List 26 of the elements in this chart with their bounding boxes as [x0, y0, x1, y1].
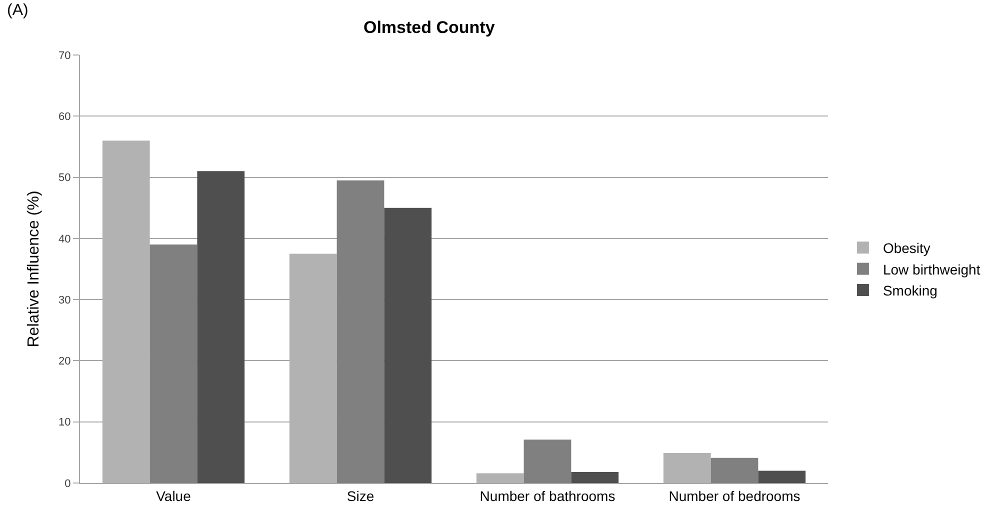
x-tick-label: Value — [156, 488, 192, 504]
legend-label: Low birthweight — [882, 261, 980, 278]
legend-label: Smoking — [882, 282, 938, 298]
bar — [571, 472, 619, 483]
y-tick-label: 40 — [58, 233, 71, 246]
text: (A) — [7, 2, 28, 19]
bar — [524, 440, 572, 483]
y-tick-label: 70 — [58, 50, 71, 62]
y-tick-label: 0 — [64, 478, 71, 490]
x-tick-label: Number of bathrooms — [480, 488, 616, 504]
x-tick-label: Number of bedrooms — [668, 488, 800, 504]
y-axis-title: Relative Influence (%) — [25, 190, 42, 348]
y-tick-label: 50 — [58, 172, 71, 184]
y-tick-label: 10 — [58, 416, 71, 429]
bar — [150, 244, 198, 483]
y-tick-label: 30 — [58, 294, 71, 306]
chart-title: Olmsted County — [363, 18, 496, 37]
y-tick-label: 60 — [58, 110, 71, 123]
bar — [336, 180, 384, 483]
bar — [384, 208, 432, 483]
bar — [758, 470, 806, 483]
legend-label: Obesity — [882, 240, 930, 256]
y-tick-label: 20 — [58, 356, 71, 368]
bar — [197, 171, 245, 483]
x-tick-label: Size — [346, 488, 374, 504]
bar — [710, 458, 758, 483]
